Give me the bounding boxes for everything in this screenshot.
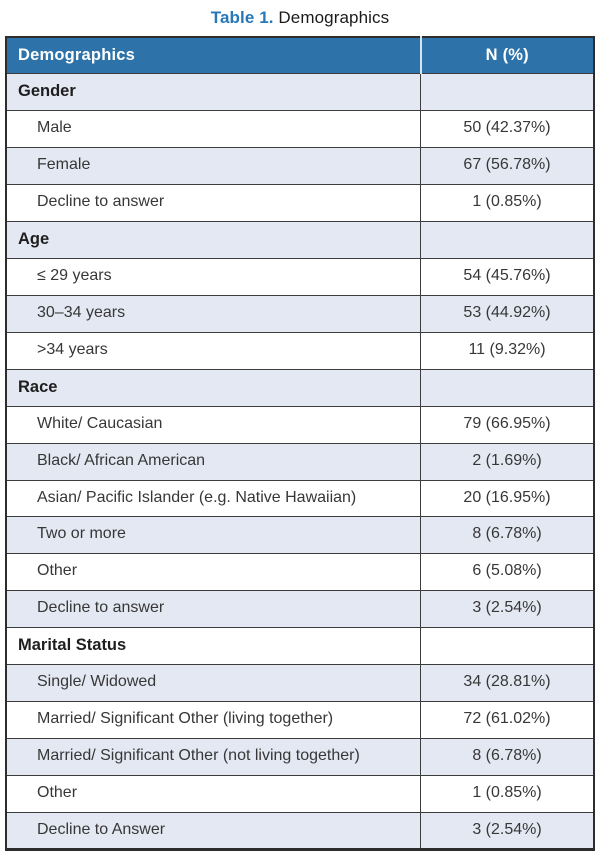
row-value: 6 (5.08%)	[420, 553, 595, 592]
row-value: 53 (44.92%)	[420, 295, 595, 333]
table-row: Male 50 (42.37%)	[5, 110, 595, 149]
row-value: 8 (6.78%)	[420, 737, 595, 776]
section-label: Race	[5, 368, 422, 408]
table-row: Two or more 8 (6.78%)	[5, 516, 595, 555]
table-body: Gender Male 50 (42.37%) Female 67 (56.78%) De…	[5, 72, 595, 851]
row-label: Other	[5, 774, 422, 813]
row-label: Single/ Widowed	[5, 664, 422, 703]
row-value: 54 (45.76%)	[420, 258, 595, 297]
row-label: Decline to answer	[5, 590, 422, 628]
row-value: 79 (66.95%)	[420, 406, 595, 444]
row-label: Other	[5, 553, 422, 592]
table-row: Other 6 (5.08%)	[5, 553, 595, 592]
table-caption-text: Demographics	[278, 8, 389, 27]
row-value: 20 (16.95%)	[420, 479, 595, 518]
row-label: ≤ 29 years	[5, 258, 422, 297]
section-row: Age	[5, 220, 595, 260]
row-label: >34 years	[5, 331, 422, 370]
section-value-empty	[420, 220, 595, 260]
section-value-empty	[420, 368, 595, 408]
table-row: >34 years 11 (9.32%)	[5, 331, 595, 370]
row-value: 72 (61.02%)	[420, 701, 595, 739]
section-row: Marital Status	[5, 626, 595, 666]
table-row: Asian/ Pacific Islander (e.g. Native Haw…	[5, 479, 595, 518]
section-row: Race	[5, 368, 595, 408]
table-row: Female 67 (56.78%)	[5, 147, 595, 186]
table-caption-label: Table 1.	[210, 8, 274, 27]
row-label: Asian/ Pacific Islander (e.g. Native Haw…	[5, 479, 422, 518]
row-label: 30–34 years	[5, 295, 422, 333]
header-cell-n-percent: N (%)	[419, 37, 594, 74]
row-value: 3 (2.54%)	[420, 590, 595, 628]
table-caption-title: Demographics	[278, 8, 390, 27]
table-row: ≤ 29 years 54 (45.76%)	[5, 258, 595, 297]
row-label: Female	[5, 147, 422, 186]
row-label: Decline to Answer	[5, 811, 422, 851]
row-label: Married/ Significant Other (not living t…	[5, 737, 422, 776]
row-value: 50 (42.37%)	[420, 110, 595, 149]
table-row: 30–34 years 53 (44.92%)	[5, 295, 595, 333]
header-row: Demographics N (%)	[6, 37, 594, 74]
table-row: Decline to Answer 3 (2.54%)	[5, 811, 595, 851]
row-label: White/ Caucasian	[5, 406, 422, 444]
table-caption: Table 1. Demographics	[5, 5, 595, 36]
section-label: Age	[5, 220, 422, 260]
table-row: White/ Caucasian 79 (66.95%)	[5, 406, 595, 444]
row-value: 34 (28.81%)	[420, 664, 595, 703]
section-row: Gender	[5, 72, 595, 112]
table-row: Single/ Widowed 34 (28.81%)	[5, 664, 595, 703]
table-row: Married/ Significant Other (living toget…	[5, 701, 595, 739]
section-value-empty	[420, 626, 595, 666]
row-label: Married/ Significant Other (living toget…	[5, 701, 422, 739]
table-row: Married/ Significant Other (not living t…	[5, 737, 595, 776]
row-value: 8 (6.78%)	[420, 516, 595, 555]
row-value: 1 (0.85%)	[420, 184, 595, 222]
table-row: Decline to answer 3 (2.54%)	[5, 590, 595, 628]
row-value: 11 (9.32%)	[420, 331, 595, 370]
row-value: 1 (0.85%)	[420, 774, 595, 813]
section-label: Marital Status	[5, 626, 422, 666]
table-row: Black/ African American 2 (1.69%)	[5, 442, 595, 481]
row-label: Male	[5, 110, 422, 149]
demographics-table: Demographics N (%) Gender Male 50 (42.37%)…	[5, 36, 595, 852]
table-row: Other 1 (0.85%)	[5, 774, 595, 813]
table-row: Decline to answer 1 (0.85%)	[5, 184, 595, 222]
header-cell-demographics: Demographics	[6, 37, 421, 74]
row-value: 2 (1.69%)	[420, 442, 595, 481]
section-value-empty	[420, 72, 595, 112]
row-label: Decline to answer	[5, 184, 422, 222]
row-label: Black/ African American	[5, 442, 422, 481]
section-label: Gender	[5, 72, 422, 112]
row-label: Two or more	[5, 516, 422, 555]
row-value: 67 (56.78%)	[420, 147, 595, 186]
row-value: 3 (2.54%)	[420, 811, 595, 851]
